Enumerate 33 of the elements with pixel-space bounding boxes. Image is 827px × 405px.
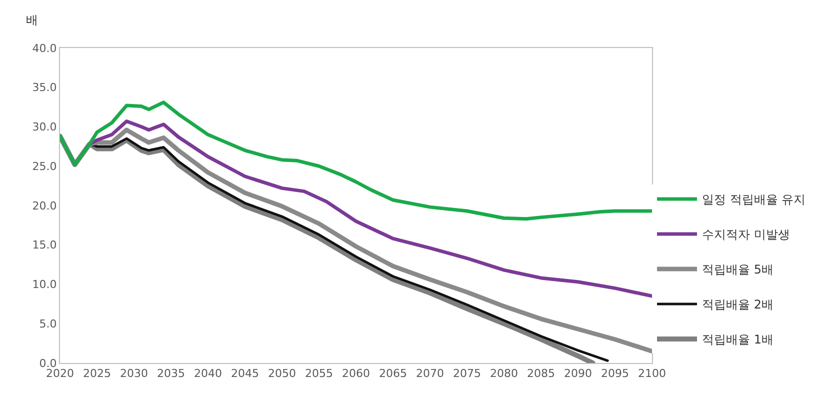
x-tick-label: 2035 bbox=[157, 367, 185, 380]
y-tick-label: 0.0 bbox=[39, 356, 57, 370]
x-tick-label: 2075 bbox=[453, 367, 481, 380]
y-tick-label: 30.0 bbox=[32, 120, 57, 134]
legend-label: 일정 적립배율 유지 bbox=[702, 192, 806, 207]
legend-label: 적립배율 2배 bbox=[702, 298, 774, 312]
x-tick-label: 2040 bbox=[194, 367, 222, 380]
x-tick-label: 2070 bbox=[416, 367, 444, 380]
y-tick-label: 20.0 bbox=[32, 199, 57, 212]
x-tick-label: 2095 bbox=[601, 367, 629, 380]
x-tick-label: 2080 bbox=[490, 367, 518, 380]
x-tick-label: 2025 bbox=[83, 367, 111, 380]
y-tick-label: 15.0 bbox=[32, 238, 57, 252]
y-tick-label: 5.0 bbox=[39, 317, 57, 330]
y-axis-title: 배 bbox=[26, 13, 38, 27]
x-tick-label: 2090 bbox=[564, 367, 592, 380]
line-series bbox=[60, 100, 652, 221]
y-tick-label: 25.0 bbox=[32, 160, 57, 173]
x-tick-label: 2030 bbox=[120, 367, 148, 380]
y-tick-label: 10.0 bbox=[32, 278, 57, 292]
x-tick-label: 2045 bbox=[231, 367, 259, 380]
legend-label: 수지적자 미발생 bbox=[702, 228, 790, 242]
legend-label: 적립배율 5배 bbox=[702, 262, 774, 277]
x-tick-label: 2055 bbox=[305, 367, 333, 380]
x-tick-label: 2020 bbox=[46, 367, 74, 380]
legend-label: 적립배율 1배 bbox=[702, 332, 774, 347]
x-tick-label: 2065 bbox=[379, 367, 407, 380]
x-tick-label: 2050 bbox=[268, 367, 296, 380]
y-tick-label: 40.0 bbox=[32, 42, 57, 55]
y-tick-label: 35.0 bbox=[32, 81, 57, 94]
x-tick-label: 2085 bbox=[527, 367, 555, 380]
x-tick-label: 2060 bbox=[342, 367, 370, 380]
x-tick-label: 2100 bbox=[638, 367, 666, 380]
